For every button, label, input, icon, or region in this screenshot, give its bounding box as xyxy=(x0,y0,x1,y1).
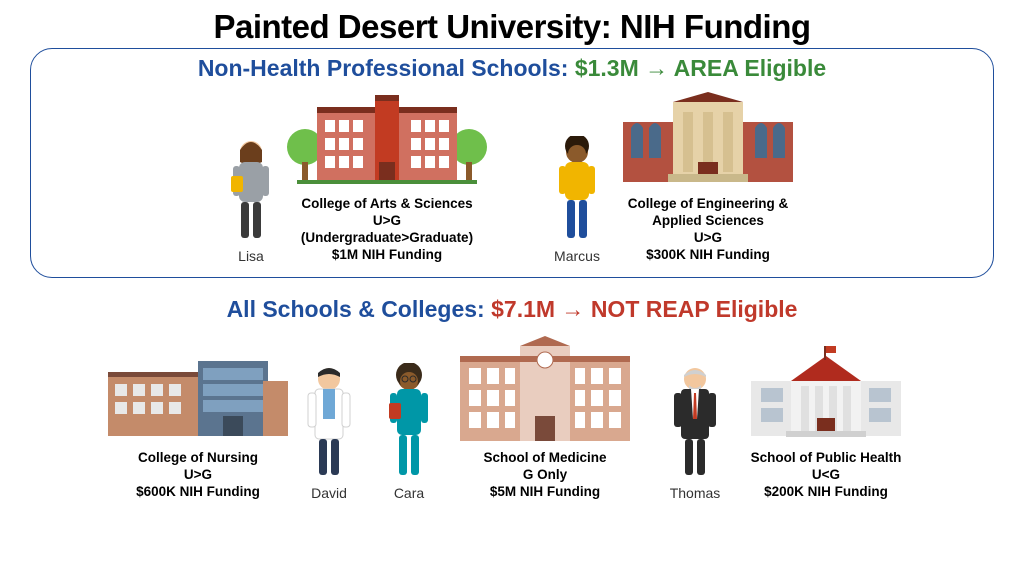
school-eng: College of Engineering & Applied Science… xyxy=(613,92,803,264)
building-icon xyxy=(287,92,487,192)
page-title: Painted Desert University: NIH Funding xyxy=(0,0,1024,46)
person-cara: Cara xyxy=(379,363,439,501)
school-med: School of Medicine G Only $5M NIH Fundin… xyxy=(445,336,645,501)
section1-amount: $1.3M → AREA Eligible xyxy=(575,55,826,81)
person-david-name: David xyxy=(311,485,347,501)
person-icon xyxy=(303,363,355,483)
text-line: School of Medicine xyxy=(483,450,606,467)
text-line: U<G xyxy=(751,467,902,484)
text-line: $300K NIH Funding xyxy=(628,247,789,264)
text-line: Applied Sciences xyxy=(628,213,789,230)
person-lisa: Lisa xyxy=(221,136,281,264)
unit-med: Cara School of Medicine xyxy=(379,336,645,501)
school-arts-text: College of Arts & Sciences U>G (Undergra… xyxy=(301,196,473,264)
school-eng-text: College of Engineering & Applied Science… xyxy=(628,196,789,264)
school-pubh: School of Public Health U<G $200K NIH Fu… xyxy=(731,346,921,501)
unit-arts: Lisa xyxy=(221,92,487,264)
section1-header: Non-Health Professional Schools: $1.3M →… xyxy=(31,55,993,82)
person-cara-name: Cara xyxy=(394,485,424,501)
text-line: U>G xyxy=(136,467,260,484)
section2-label: All Schools & Colleges: xyxy=(227,296,485,322)
school-pubh-text: School of Public Health U<G $200K NIH Fu… xyxy=(751,450,902,501)
person-marcus: Marcus xyxy=(547,136,607,264)
bottom-row: College of Nursing U>G $600K NIH Funding… xyxy=(0,336,1024,501)
school-med-text: School of Medicine G Only $5M NIH Fundin… xyxy=(483,450,606,501)
section2-header: All Schools & Colleges: $7.1M → NOT REAP… xyxy=(0,296,1024,323)
school-arts: College of Arts & Sciences U>G (Undergra… xyxy=(287,92,487,264)
person-david: David xyxy=(299,363,359,501)
text-line: (Undergraduate>Graduate) xyxy=(301,230,473,247)
section2-header-wrap: All Schools & Colleges: $7.1M → NOT REAP… xyxy=(0,288,1024,323)
person-icon xyxy=(383,363,435,483)
text-line: College of Arts & Sciences xyxy=(301,196,473,213)
unit-eng: Marcus xyxy=(547,92,803,264)
unit-pubh: Thomas School of Public He xyxy=(665,346,921,501)
building-icon xyxy=(445,336,645,446)
section1-label: Non-Health Professional Schools: xyxy=(198,55,569,81)
text-line: U>G xyxy=(628,230,789,247)
building-icon xyxy=(731,346,921,446)
section2-amount: $7.1M → NOT REAP Eligible xyxy=(491,296,797,322)
school-nursing: College of Nursing U>G $600K NIH Funding xyxy=(103,346,293,501)
text-line: College of Nursing xyxy=(136,450,260,467)
area-eligible-box: Non-Health Professional Schools: $1.3M →… xyxy=(30,48,994,278)
text-line: $1M NIH Funding xyxy=(301,247,473,264)
building-icon xyxy=(613,92,803,192)
unit-nursing: College of Nursing U>G $600K NIH Funding… xyxy=(103,346,359,501)
text-line: $600K NIH Funding xyxy=(136,484,260,501)
person-lisa-name: Lisa xyxy=(238,248,264,264)
text-line: G Only xyxy=(483,467,606,484)
text-line: $200K NIH Funding xyxy=(751,484,902,501)
person-icon xyxy=(669,363,721,483)
person-icon xyxy=(553,136,601,246)
text-line: U>G xyxy=(301,213,473,230)
person-icon xyxy=(227,136,275,246)
person-thomas: Thomas xyxy=(665,363,725,501)
top-row: Lisa xyxy=(31,92,993,264)
text-line: College of Engineering & xyxy=(628,196,789,213)
text-line: School of Public Health xyxy=(751,450,902,467)
text-line: $5M NIH Funding xyxy=(483,484,606,501)
person-thomas-name: Thomas xyxy=(670,485,721,501)
person-marcus-name: Marcus xyxy=(554,248,600,264)
building-icon xyxy=(103,346,293,446)
school-nursing-text: College of Nursing U>G $600K NIH Funding xyxy=(136,450,260,501)
